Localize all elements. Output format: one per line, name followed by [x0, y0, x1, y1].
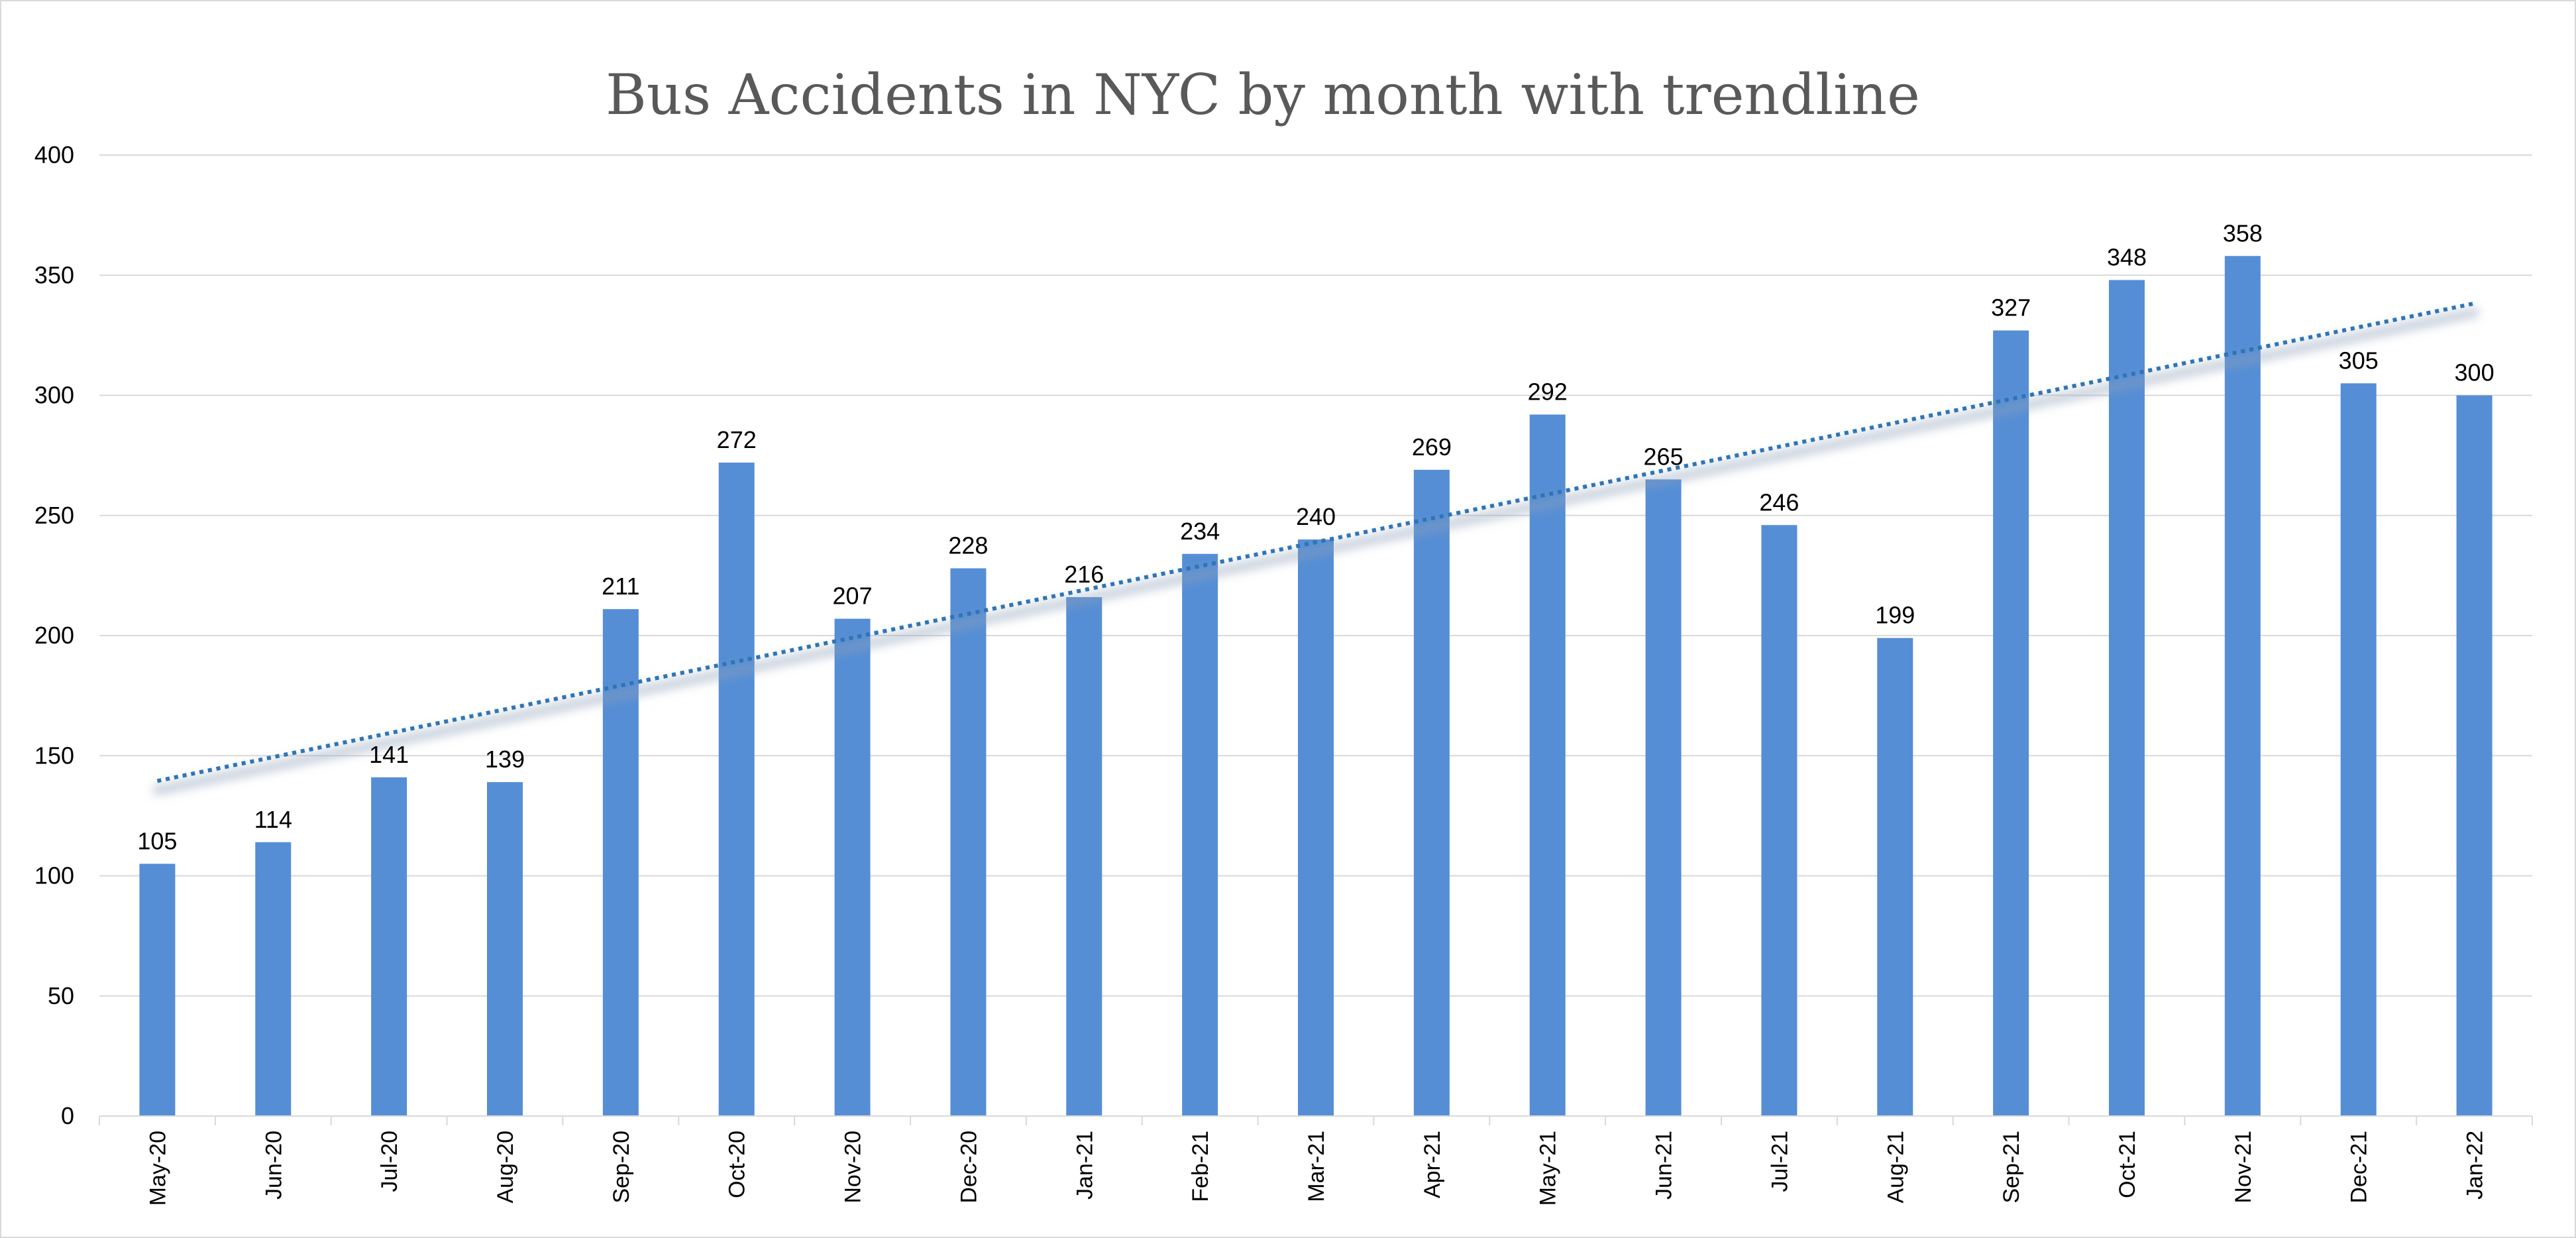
x-tick-label: May-21 [1536, 1131, 1561, 1206]
x-tick-label: Mar-21 [1304, 1131, 1329, 1202]
data-label: 216 [1064, 561, 1104, 588]
y-tick-label: 100 [34, 862, 74, 889]
data-labels: 105 114 141 139 211 272 207 228 216 234 240 269 292 2… [137, 219, 2494, 854]
data-label: 228 [948, 532, 988, 559]
x-tick-label: Jul-21 [1767, 1131, 1792, 1192]
x-tick-label: Oct-21 [2115, 1131, 2140, 1198]
bar [602, 609, 639, 1116]
bar [950, 568, 987, 1116]
bar [2109, 280, 2145, 1116]
data-label: 141 [369, 741, 409, 768]
y-tick-label: 50 [48, 982, 74, 1009]
x-tick-label: May-20 [145, 1131, 170, 1206]
bar [1066, 597, 1102, 1116]
x-tick-label: Sep-21 [1999, 1131, 2024, 1204]
bar [1761, 525, 1798, 1116]
y-tick-label: 0 [61, 1102, 74, 1129]
x-tick-label: Jan-21 [1072, 1131, 1097, 1200]
bar [2456, 395, 2493, 1116]
x-tick-label: Aug-20 [493, 1131, 518, 1204]
bar [834, 618, 871, 1116]
y-tick-label: 350 [34, 261, 74, 288]
x-tick-label: Jul-20 [377, 1131, 402, 1192]
x-tick-label: Dec-21 [2347, 1131, 2372, 1204]
x-tick-label: Dec-20 [956, 1131, 981, 1204]
data-label: 300 [2455, 359, 2495, 386]
bar [1645, 479, 1682, 1116]
trendline-shadow [152, 307, 2480, 796]
bar [1182, 553, 1218, 1116]
bar [255, 842, 292, 1116]
data-label: 246 [1759, 488, 1799, 516]
x-tick-label: Nov-20 [841, 1131, 866, 1204]
data-label: 348 [2107, 244, 2147, 271]
data-label: 269 [1412, 433, 1452, 461]
chart-title: Bus Accidents in NYC by month with trend… [606, 62, 1920, 127]
y-tick-label: 150 [34, 742, 74, 769]
bar [718, 463, 755, 1116]
bar [1877, 638, 1913, 1116]
data-label: 305 [2339, 347, 2379, 374]
bar [2340, 383, 2377, 1116]
bar [1413, 469, 1450, 1116]
bar [371, 777, 407, 1116]
y-tick-label: 400 [34, 141, 74, 168]
data-label: 265 [1644, 443, 1684, 470]
y-axis-ticks: 0 50 100 150 200 250 300 350 400 [34, 141, 74, 1129]
bar [1529, 414, 1566, 1116]
bar [1298, 539, 1334, 1116]
data-label: 199 [1875, 602, 1915, 629]
trendline-line [156, 301, 2475, 783]
bar [487, 782, 523, 1116]
x-axis: May-20 Jun-20 Jul-20 Aug-20 Sep-20 Oct-20 Nov-… [99, 1115, 2533, 1206]
x-tick-label: Jun-20 [261, 1131, 286, 1200]
data-label: 207 [833, 583, 873, 610]
bar [139, 864, 176, 1116]
bars [139, 256, 2493, 1116]
data-label: 105 [137, 827, 177, 854]
x-tick-label: Sep-20 [609, 1131, 634, 1204]
bar [1993, 330, 2029, 1116]
data-label: 211 [602, 573, 639, 600]
x-tick-label: Aug-21 [1883, 1131, 1908, 1204]
bar [2224, 256, 2261, 1116]
trendline [152, 301, 2480, 796]
y-tick-label: 250 [34, 502, 74, 529]
x-tick-label: Jan-22 [2463, 1131, 2488, 1200]
x-tick-label: Jun-21 [1652, 1131, 1677, 1200]
data-label: 114 [254, 806, 292, 833]
x-tick-label: Feb-21 [1188, 1131, 1213, 1202]
y-tick-label: 300 [34, 382, 74, 409]
x-tick-label: Oct-20 [725, 1131, 750, 1198]
x-tick-label: Apr-21 [1420, 1131, 1445, 1198]
x-tick-label: Nov-21 [2231, 1131, 2256, 1204]
data-label: 240 [1296, 503, 1336, 530]
data-label: 234 [1180, 518, 1220, 545]
y-tick-label: 200 [34, 622, 74, 649]
data-label: 139 [485, 746, 525, 773]
data-label: 272 [717, 426, 757, 453]
data-label: 327 [1991, 294, 2031, 321]
data-label: 292 [1528, 378, 1568, 406]
data-label: 358 [2223, 219, 2263, 247]
